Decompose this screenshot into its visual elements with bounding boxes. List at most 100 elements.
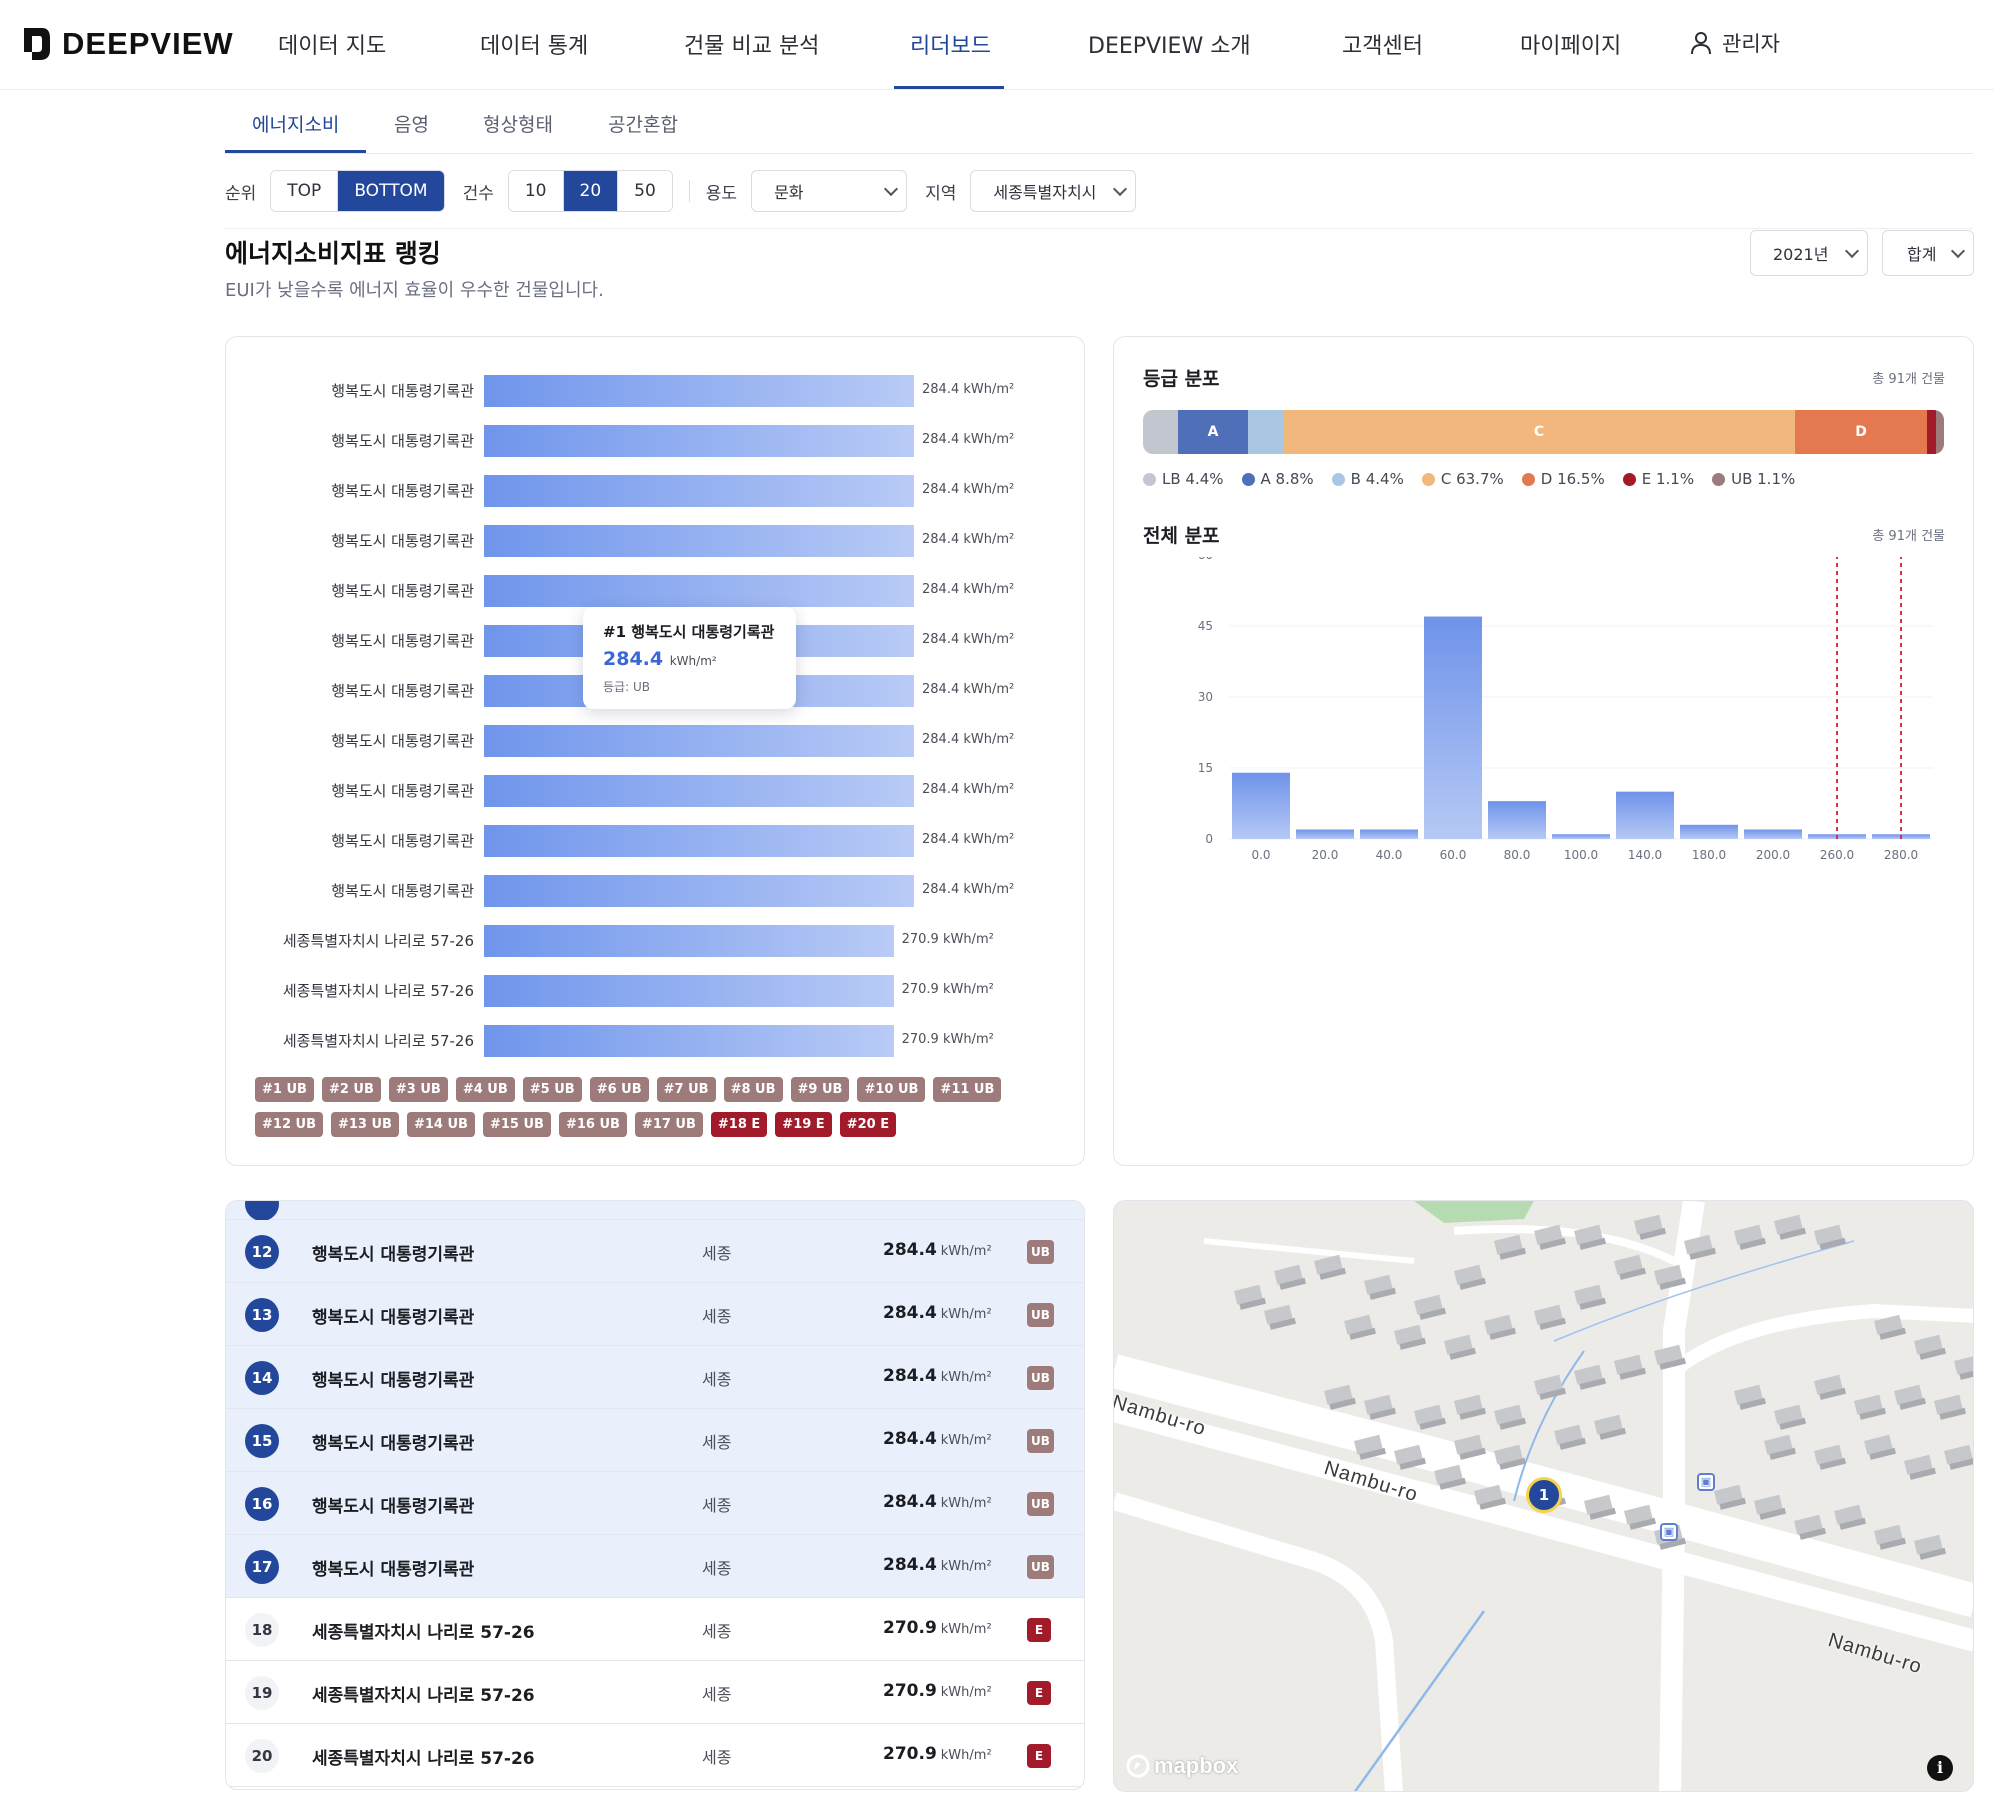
subtab-item[interactable]: 에너지소비 (252, 114, 340, 136)
year-select[interactable]: 2021년 (1750, 230, 1868, 276)
grade-segment[interactable] (1143, 410, 1178, 454)
building-name[interactable]: 세종특별자치시 나리로 57-26 (312, 1749, 535, 1769)
grade-chip[interactable]: #4 UB (455, 1077, 515, 1102)
nav-item[interactable]: DEEPVIEW 소개 (1088, 34, 1251, 59)
grade-chip[interactable]: #1 UB (255, 1077, 314, 1102)
table-row[interactable]: 20 세종특별자치시 나리로 57-26 세종 270.9 kWh/m² E (226, 1724, 1084, 1787)
ranking-bar[interactable] (484, 375, 914, 407)
grade-segment[interactable] (1248, 410, 1283, 454)
building-marker[interactable]: 1 (1526, 1477, 1562, 1513)
grade-chip[interactable]: #14 UB (406, 1112, 475, 1137)
ranking-bar-row[interactable]: 행복도시 대통령기록관 284.4 kWh/m² (226, 775, 1086, 807)
grade-segment[interactable]: A (1178, 410, 1248, 454)
ranking-bar-row[interactable]: 행복도시 대통령기록관 284.4 kWh/m² (226, 475, 1086, 507)
ranking-bar-row[interactable]: 행복도시 대통령기록관 284.4 kWh/m² (226, 525, 1086, 557)
grade-chip[interactable]: #6 UB (589, 1077, 649, 1102)
aggregate-select[interactable]: 합계 (1882, 230, 1974, 276)
ranking-bar[interactable] (484, 875, 914, 907)
grade-chip[interactable]: #16 UB (558, 1112, 627, 1137)
ranking-bar[interactable] (484, 775, 914, 807)
building-name[interactable]: 행복도시 대통령기록관 (312, 1560, 475, 1580)
grade-chip[interactable]: #10 UB (857, 1077, 926, 1102)
ranking-bar-row[interactable]: 행복도시 대통령기록관 284.4 kWh/m² (226, 825, 1086, 857)
ranking-bar-row[interactable]: 행복도시 대통령기록관 284.4 kWh/m² (226, 375, 1086, 407)
nav-item[interactable]: 데이터 통계 (480, 34, 589, 59)
toggle-option[interactable]: BOTTOM (337, 171, 444, 211)
table-row[interactable]: 14 행복도시 대통령기록관 세종 284.4 kWh/m² UB (226, 1346, 1084, 1409)
nav-item[interactable]: 데이터 지도 (278, 34, 387, 59)
ranking-bar[interactable] (484, 975, 894, 1007)
grade-chip[interactable]: #18 E (710, 1112, 768, 1137)
map-view[interactable]: Nambu-ro Nambu-ro Nambu-ro ▣ ▣ 1 mapbox … (1113, 1200, 1974, 1792)
ranking-bar-row[interactable]: 행복도시 대통령기록관 284.4 kWh/m² (226, 875, 1086, 907)
table-row[interactable]: 15 행복도시 대통령기록관 세종 284.4 kWh/m² UB (226, 1409, 1084, 1472)
map-canvas[interactable] (1114, 1201, 1974, 1792)
grade-segment[interactable]: D (1795, 410, 1927, 454)
grade-segment[interactable] (1936, 410, 1944, 454)
grade-chip[interactable]: #5 UB (522, 1077, 582, 1102)
building-name[interactable]: 행복도시 대통령기록관 (312, 1434, 475, 1454)
toggle-option[interactable]: 50 (617, 171, 672, 211)
nav-item[interactable]: 고객센터 (1342, 34, 1423, 59)
ranking-bar-row[interactable]: 행복도시 대통령기록관 284.4 kWh/m² (226, 425, 1086, 457)
table-row[interactable]: 12 행복도시 대통령기록관 세종 284.4 kWh/m² UB (226, 1220, 1084, 1283)
subtab-item[interactable]: 음영 (394, 114, 429, 136)
grade-segment[interactable] (1927, 410, 1936, 454)
subtab-item[interactable]: 형상형태 (483, 114, 553, 136)
ranking-bar[interactable] (484, 925, 894, 957)
ranking-bar-row[interactable]: 세종특별자치시 나리로 57-26 270.9 kWh/m² (226, 1025, 1086, 1057)
ranking-bar-row[interactable]: 행복도시 대통령기록관 284.4 kWh/m² (226, 575, 1086, 607)
building-name[interactable]: 행복도시 대통령기록관 (312, 1371, 475, 1391)
region-select[interactable]: 세종특별자치시 (970, 170, 1137, 212)
grade-chip[interactable]: #20 E (839, 1112, 897, 1137)
ranking-bar[interactable] (484, 1025, 894, 1057)
toggle-option[interactable]: TOP (271, 171, 338, 211)
grade-chip[interactable]: #11 UB (933, 1077, 1002, 1102)
bus-stop-icon[interactable]: ▣ (1697, 1473, 1715, 1491)
building-name[interactable]: 세종특별자치시 나리로 57-26 (312, 1686, 535, 1706)
table-row[interactable]: 19 세종특별자치시 나리로 57-26 세종 270.9 kWh/m² E (226, 1661, 1084, 1724)
table-row[interactable]: 16 행복도시 대통령기록관 세종 284.4 kWh/m² UB (226, 1472, 1084, 1535)
subtab-item[interactable]: 공간혼합 (608, 114, 678, 136)
ranking-bar-value: 284.4 kWh/m² (922, 882, 1015, 897)
grade-chip[interactable]: #8 UB (723, 1077, 783, 1102)
building-name[interactable]: 행복도시 대통령기록관 (312, 1497, 475, 1517)
use-select[interactable]: 문화 (751, 170, 908, 212)
grade-chip[interactable]: #13 UB (330, 1112, 399, 1137)
ranking-bar[interactable] (484, 825, 914, 857)
grade-chip[interactable]: #2 UB (321, 1077, 381, 1102)
grade-chip[interactable]: #7 UB (656, 1077, 716, 1102)
mapbox-logo[interactable]: mapbox (1126, 1753, 1238, 1779)
grade-chip[interactable]: #19 E (775, 1112, 832, 1137)
info-icon[interactable]: i (1927, 1755, 1953, 1781)
deepview-logo[interactable]: DEEPVIEW (22, 26, 234, 62)
ranking-bar-row[interactable]: 세종특별자치시 나리로 57-26 270.9 kWh/m² (226, 925, 1086, 957)
bus-stop-icon[interactable]: ▣ (1660, 1523, 1678, 1541)
ranking-bar[interactable] (484, 725, 914, 757)
grade-chip[interactable]: #9 UB (790, 1077, 850, 1102)
ranking-bar[interactable] (484, 575, 914, 607)
table-row[interactable]: 18 세종특별자치시 나리로 57-26 세종 270.9 kWh/m² E (226, 1598, 1084, 1661)
building-name[interactable]: 행복도시 대통령기록관 (312, 1245, 475, 1265)
nav-item[interactable]: 리더보드 (910, 34, 991, 59)
ranking-bar[interactable] (484, 425, 914, 457)
ranking-bar[interactable] (484, 525, 914, 557)
toggle-option[interactable]: 10 (508, 171, 563, 211)
ranking-bar[interactable] (484, 475, 914, 507)
grade-chip[interactable]: #17 UB (634, 1112, 703, 1137)
nav-item[interactable]: 건물 비교 분석 (684, 34, 820, 59)
table-row[interactable]: 17 행복도시 대통령기록관 세종 284.4 kWh/m² UB (226, 1535, 1084, 1598)
grade-chip[interactable]: #3 UB (388, 1077, 448, 1102)
building-name[interactable]: 세종특별자치시 나리로 57-26 (312, 1623, 535, 1643)
ranking-bar-row[interactable]: 세종특별자치시 나리로 57-26 270.9 kWh/m² (226, 975, 1086, 1007)
toggle-option[interactable]: 20 (562, 171, 618, 211)
ranking-bar-row[interactable]: 행복도시 대통령기록관 284.4 kWh/m² (226, 725, 1086, 757)
user-menu[interactable]: 관리자 (1690, 28, 1780, 58)
nav-item[interactable]: 마이페이지 (1520, 34, 1622, 59)
grade-chip[interactable]: #12 UB (255, 1112, 323, 1137)
table-row-partial[interactable] (226, 1201, 1084, 1221)
grade-segment[interactable]: C (1283, 410, 1795, 454)
table-row[interactable]: 13 행복도시 대통령기록관 세종 284.4 kWh/m² UB (226, 1283, 1084, 1346)
building-name[interactable]: 행복도시 대통령기록관 (312, 1308, 475, 1328)
grade-chip[interactable]: #15 UB (482, 1112, 551, 1137)
